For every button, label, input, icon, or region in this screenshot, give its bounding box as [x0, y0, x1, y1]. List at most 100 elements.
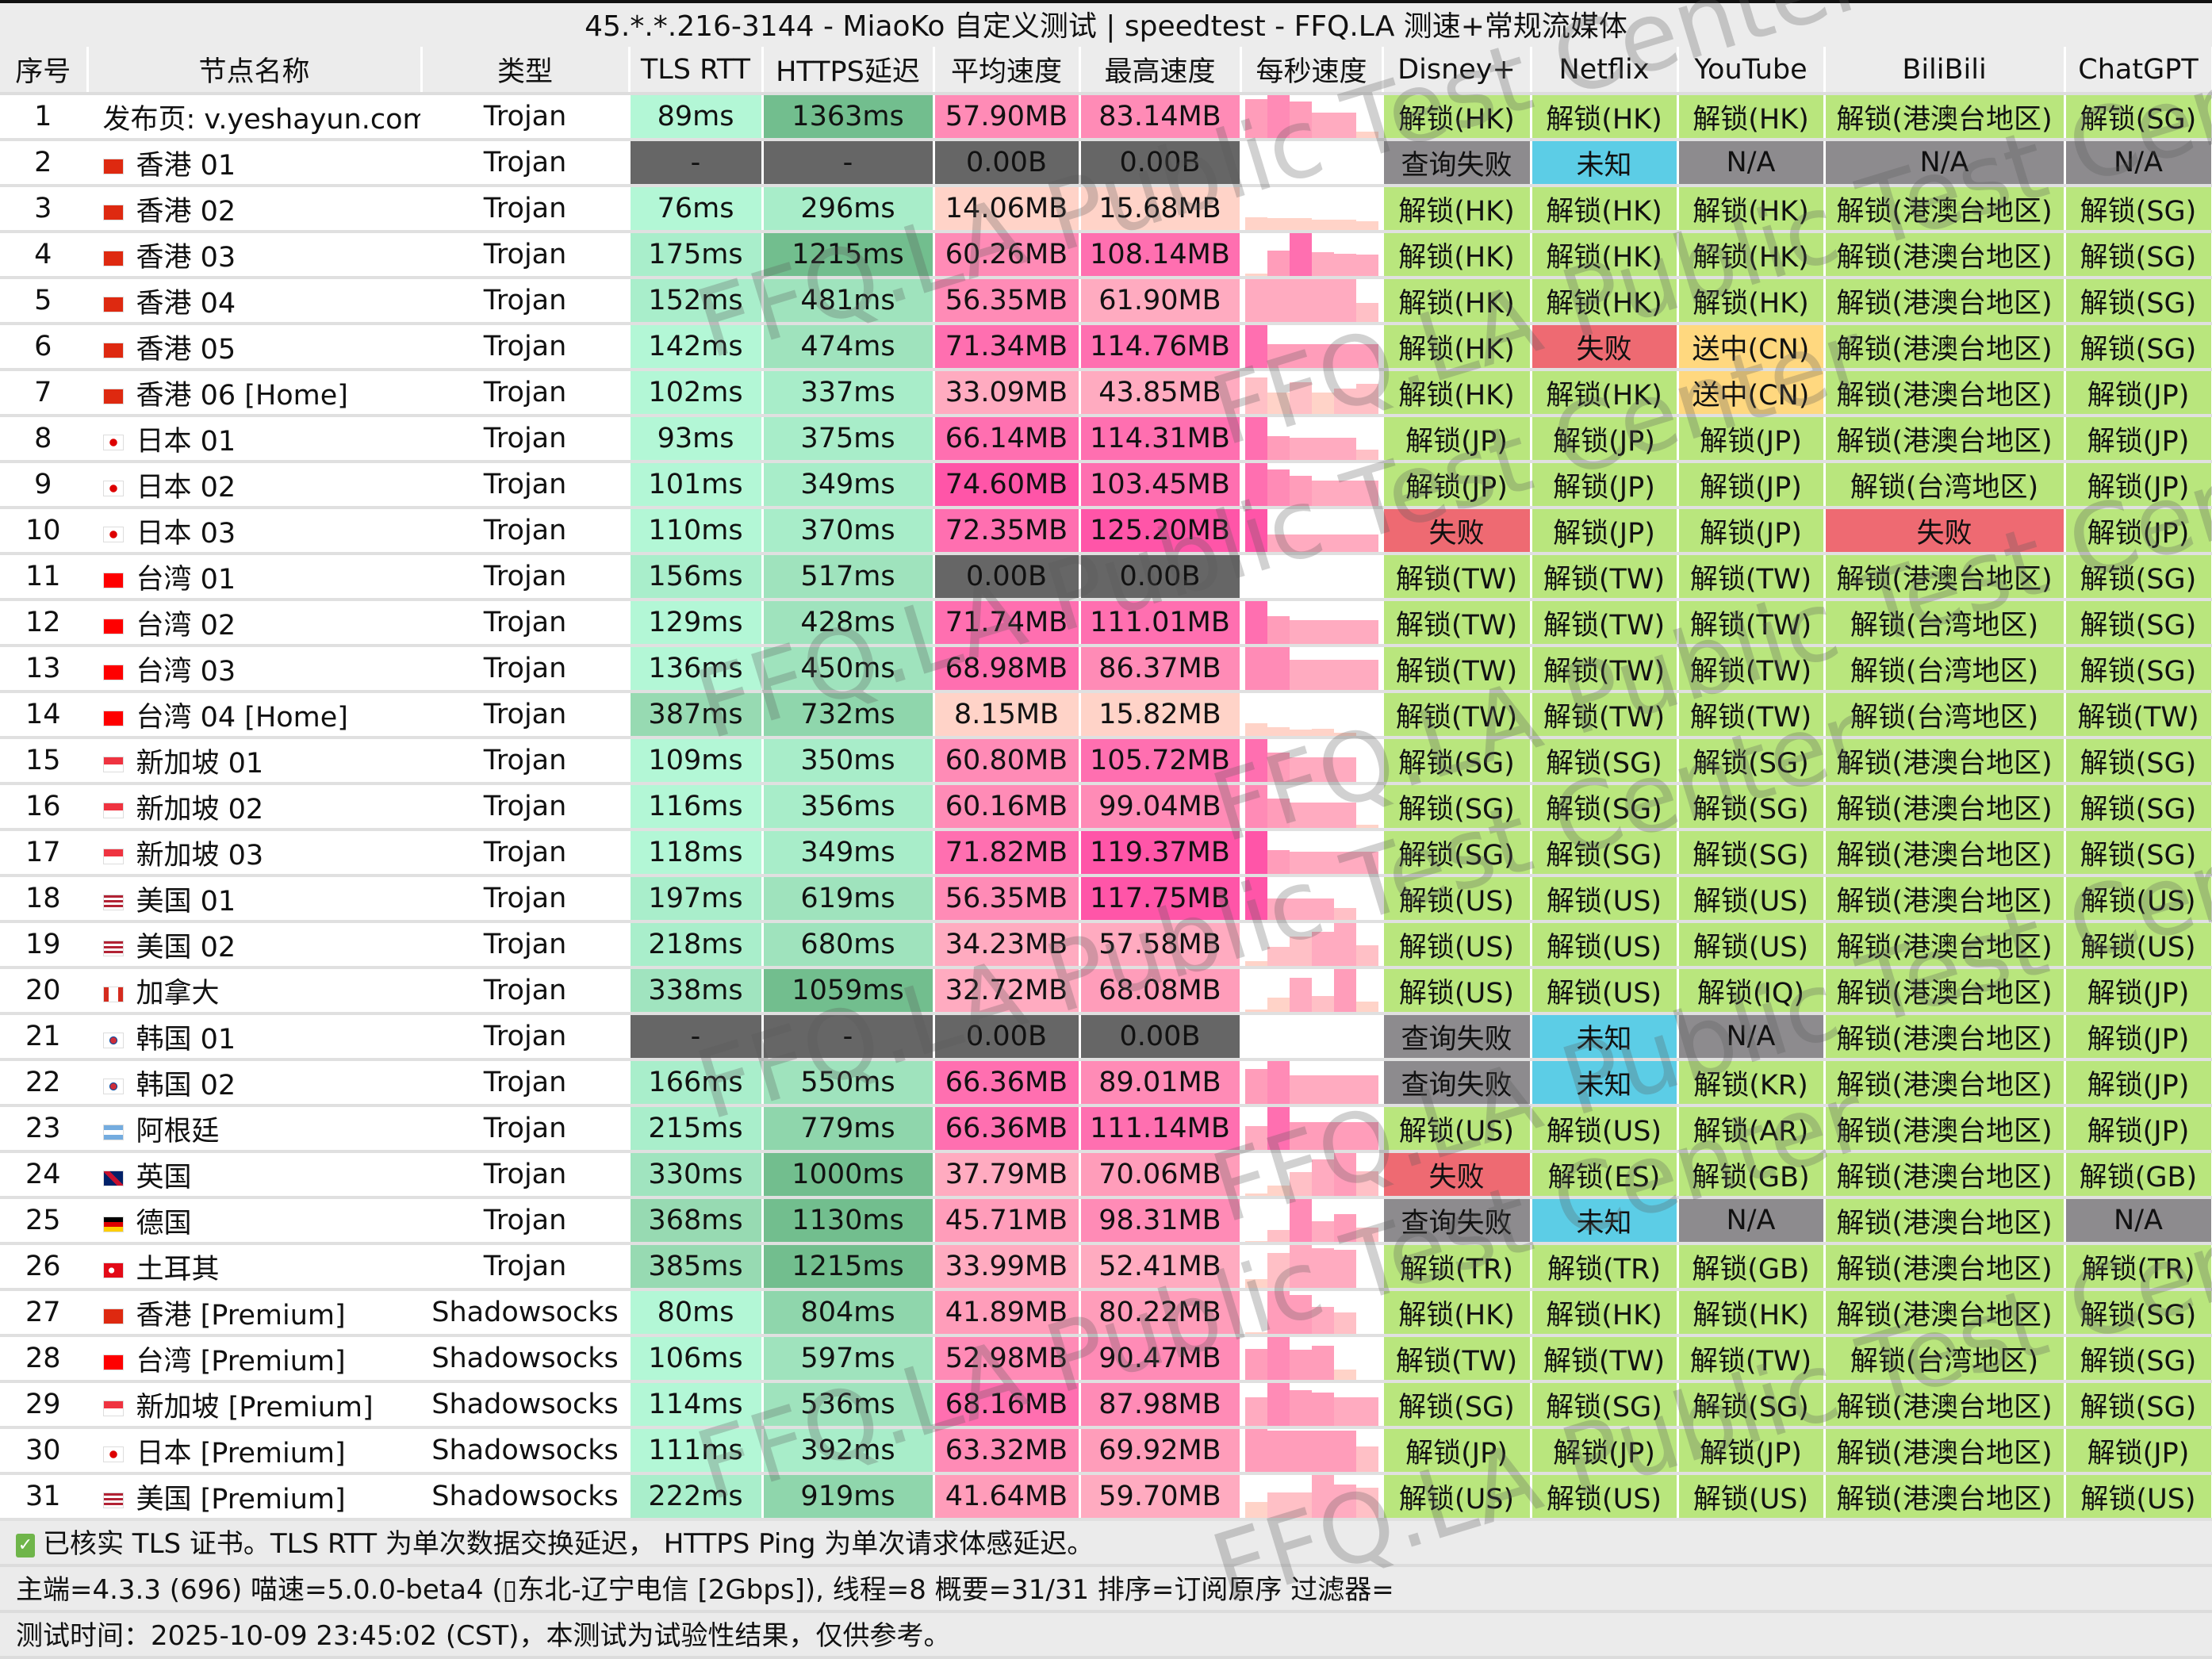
column-header[interactable]: HTTPS延迟: [762, 47, 935, 95]
node-type: Trojan: [421, 554, 631, 601]
node-type: Shadowsocks: [421, 1335, 631, 1383]
table-row[interactable]: 7 香港 06 [Home] Trojan 102ms 337ms 33.09MB 43.8…: [0, 370, 2212, 417]
bilibili-status: 解锁(港澳台地区): [1824, 784, 2066, 831]
table-row[interactable]: 30 日本 [Premium] Shadowsocks 111ms 392ms 63.32…: [0, 1427, 2212, 1475]
column-header[interactable]: 类型: [421, 47, 631, 95]
speed-sparkline: [1240, 967, 1384, 1015]
table-row[interactable]: 11 台湾 01 Trojan 156ms 517ms 0.00B 0.00B 解锁(TW) 解…: [0, 554, 2212, 601]
max-speed: 15.68MB: [1079, 186, 1242, 233]
netflix-status: 解锁(ES): [1531, 1151, 1679, 1199]
node-name: 台湾 03: [87, 646, 423, 693]
column-header[interactable]: Disney+: [1382, 47, 1532, 95]
node-name-text: 发布页: v.yeshayun.com: [102, 103, 421, 136]
https-latency: 356ms: [762, 784, 935, 831]
table-row[interactable]: 19 美国 02 Trojan 218ms 680ms 34.23MB 57.58MB 解锁(…: [0, 921, 2212, 969]
table-row[interactable]: 23 阿根廷 Trojan 215ms 779ms 66.36MB 111.14MB 解锁(U…: [0, 1105, 2212, 1153]
table-row[interactable]: 3 香港 02 Trojan 76ms 296ms 14.06MB 15.68MB 解锁(HK…: [0, 186, 2212, 233]
column-header[interactable]: 平均速度: [933, 47, 1081, 95]
column-header[interactable]: 节点名称: [87, 47, 423, 95]
table-row[interactable]: 1 发布页: v.yeshayun.com Trojan 89ms 1363ms 57.9…: [0, 94, 2212, 141]
speed-sparkline: [1240, 94, 1384, 141]
youtube-status: 解锁(TW): [1677, 692, 1826, 739]
table-row[interactable]: 10 日本 03 Trojan 110ms 370ms 72.35MB 125.20MB 失败…: [0, 508, 2212, 555]
table-row[interactable]: 25 德国 Trojan 368ms 1130ms 45.71MB 98.31MB 查询失败未…: [0, 1197, 2212, 1245]
speed-sparkline: [1240, 140, 1384, 187]
table-row[interactable]: 27 香港 [Premium] Shadowsocks 80ms 804ms 41.89M…: [0, 1289, 2212, 1337]
sparkline-bar: [1244, 1331, 1267, 1332]
chatgpt-status: 解锁(US): [2064, 875, 2212, 923]
row-index: 12: [0, 600, 89, 647]
max-speed: 0.00B: [1079, 554, 1242, 601]
tls-rtt: 152ms: [629, 278, 764, 325]
bilibili-status: 解锁(港澳台地区): [1824, 1289, 2066, 1337]
table-row[interactable]: 2 香港 01 Trojan - -0.00B 0.00B 查询失败 未知 N/A N/A N/A: [0, 140, 2212, 187]
table-row[interactable]: 15 新加坡 01 Trojan 109ms 350ms 60.80MB 105.72MB 解…: [0, 738, 2212, 785]
table-row[interactable]: 4 香港 03 Trojan 175ms 1215ms 60.26MB 108.14MB 解锁…: [0, 232, 2212, 279]
table-row[interactable]: 31 美国 [Premium] Shadowsocks 222ms 919ms 41.64…: [0, 1473, 2212, 1521]
netflix-status: 失败: [1531, 324, 1679, 371]
column-header[interactable]: 最高速度: [1079, 47, 1242, 95]
table-row[interactable]: 16 新加坡 02 Trojan 116ms 356ms 60.16MB 99.04MB 解锁…: [0, 784, 2212, 831]
column-header[interactable]: BiliBili: [1824, 47, 2066, 95]
sparkline-bar: [1289, 437, 1312, 458]
column-header[interactable]: 序号: [0, 47, 89, 95]
node-name-text: 韩国 01: [136, 1023, 236, 1056]
table-row[interactable]: 21 韩国 01 Trojan - -0.00B 0.00B 查询失败 未知 N/A 解锁(港澳台…: [0, 1013, 2212, 1061]
table-row[interactable]: 24 英国 Trojan 330ms 1000ms 37.79MB 70.06MB 失败 解锁(…: [0, 1151, 2212, 1199]
table-row[interactable]: 6 香港 05 Trojan 142ms 474ms 71.34MB 114.76MB 解锁(…: [0, 324, 2212, 371]
flag-tw-icon: [102, 664, 124, 680]
youtube-status: 解锁(SG): [1677, 830, 1826, 877]
sparkline-bar: [1244, 325, 1267, 366]
table-row[interactable]: 13 台湾 03 Trojan 136ms 450ms 68.98MB 86.37MB 解锁(…: [0, 646, 2212, 693]
sparkline-bar: [1311, 534, 1334, 550]
max-speed: 114.31MB: [1079, 416, 1242, 463]
sparkline-bar: [1267, 1337, 1290, 1378]
tls-rtt: 106ms: [629, 1335, 764, 1383]
youtube-status: 解锁(JP): [1677, 508, 1826, 555]
table-row[interactable]: 17 新加坡 03 Trojan 118ms 349ms 71.82MB 119.37MB 解…: [0, 830, 2212, 877]
disney-status: 解锁(US): [1382, 967, 1532, 1015]
sparkline-bar: [1311, 620, 1334, 642]
sparkline-bar: [1333, 732, 1356, 734]
table-row[interactable]: 28 台湾 [Premium] Shadowsocks 106ms 597ms 52.98…: [0, 1335, 2212, 1383]
sparkline-bar: [1267, 753, 1290, 780]
column-header[interactable]: Netflix: [1531, 47, 1679, 95]
column-header[interactable]: YouTube: [1677, 47, 1826, 95]
sparkline-bar: [1289, 1492, 1312, 1516]
sparkline-bar: [1355, 620, 1378, 642]
bilibili-status: 解锁(港澳台地区): [1824, 416, 2066, 463]
table-row[interactable]: 29 新加坡 [Premium] Shadowsocks 114ms 536ms 68.1…: [0, 1381, 2212, 1429]
node-type: Shadowsocks: [421, 1473, 631, 1521]
tls-rtt: -: [629, 140, 764, 187]
table-row[interactable]: 5 香港 04 Trojan 152ms 481ms 56.35MB 61.90MB 解锁(H…: [0, 278, 2212, 325]
sparkline-bar: [1311, 344, 1334, 366]
node-name: 台湾 [Premium]: [87, 1335, 423, 1383]
table-row[interactable]: 14 台湾 04 [Home] Trojan 387ms 732ms 8.15MB 15.8…: [0, 692, 2212, 739]
row-index: 31: [0, 1473, 89, 1521]
table-row[interactable]: 9 日本 02 Trojan 101ms 349ms 74.60MB 103.45MB 解锁(…: [0, 462, 2212, 509]
sparkline-bar: [1355, 255, 1378, 274]
flag-tw-icon: [102, 1354, 124, 1370]
row-index: 18: [0, 875, 89, 923]
netflix-status: 解锁(TW): [1531, 554, 1679, 601]
column-header[interactable]: TLS RTT: [629, 47, 764, 95]
table-row[interactable]: 20 加拿大 Trojan 338ms 1059ms 32.72MB 68.08MB 解锁(U…: [0, 967, 2212, 1015]
avg-speed: 0.00B: [933, 1013, 1081, 1061]
sparkline-bar: [1311, 1121, 1334, 1148]
node-name: 英国: [87, 1151, 423, 1199]
sparkline-bar: [1355, 1001, 1378, 1010]
avg-speed: 66.36MB: [933, 1059, 1081, 1107]
node-type: Trojan: [421, 967, 631, 1015]
table-row[interactable]: 22 韩国 02 Trojan 166ms 550ms 66.36MB 89.01MB 查询失…: [0, 1059, 2212, 1107]
netflix-status: 解锁(JP): [1531, 462, 1679, 509]
sparkline-bar: [1355, 1075, 1378, 1102]
column-header[interactable]: ChatGPT: [2064, 47, 2212, 95]
table-row[interactable]: 26 土耳其 Trojan 385ms 1215ms 33.99MB 52.41MB 解锁(T…: [0, 1243, 2212, 1291]
max-speed: 83.14MB: [1079, 94, 1242, 141]
row-index: 16: [0, 784, 89, 831]
table-row[interactable]: 18 美国 01 Trojan 197ms 619ms 56.35MB 117.75MB 解锁…: [0, 875, 2212, 923]
table-row[interactable]: 8 日本 01 Trojan 93ms 375ms 66.14MB 114.31MB 解锁(J…: [0, 416, 2212, 463]
column-header[interactable]: 每秒速度: [1240, 47, 1384, 95]
sparkline-bar: [1289, 344, 1312, 366]
table-row[interactable]: 12 台湾 02 Trojan 129ms 428ms 71.74MB 111.01MB 解锁…: [0, 600, 2212, 647]
